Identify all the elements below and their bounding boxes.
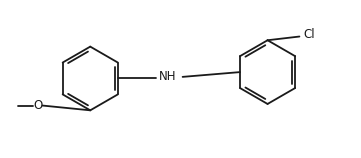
Text: O: O: [33, 99, 42, 112]
Text: Cl: Cl: [304, 28, 315, 41]
Text: NH: NH: [159, 70, 177, 83]
